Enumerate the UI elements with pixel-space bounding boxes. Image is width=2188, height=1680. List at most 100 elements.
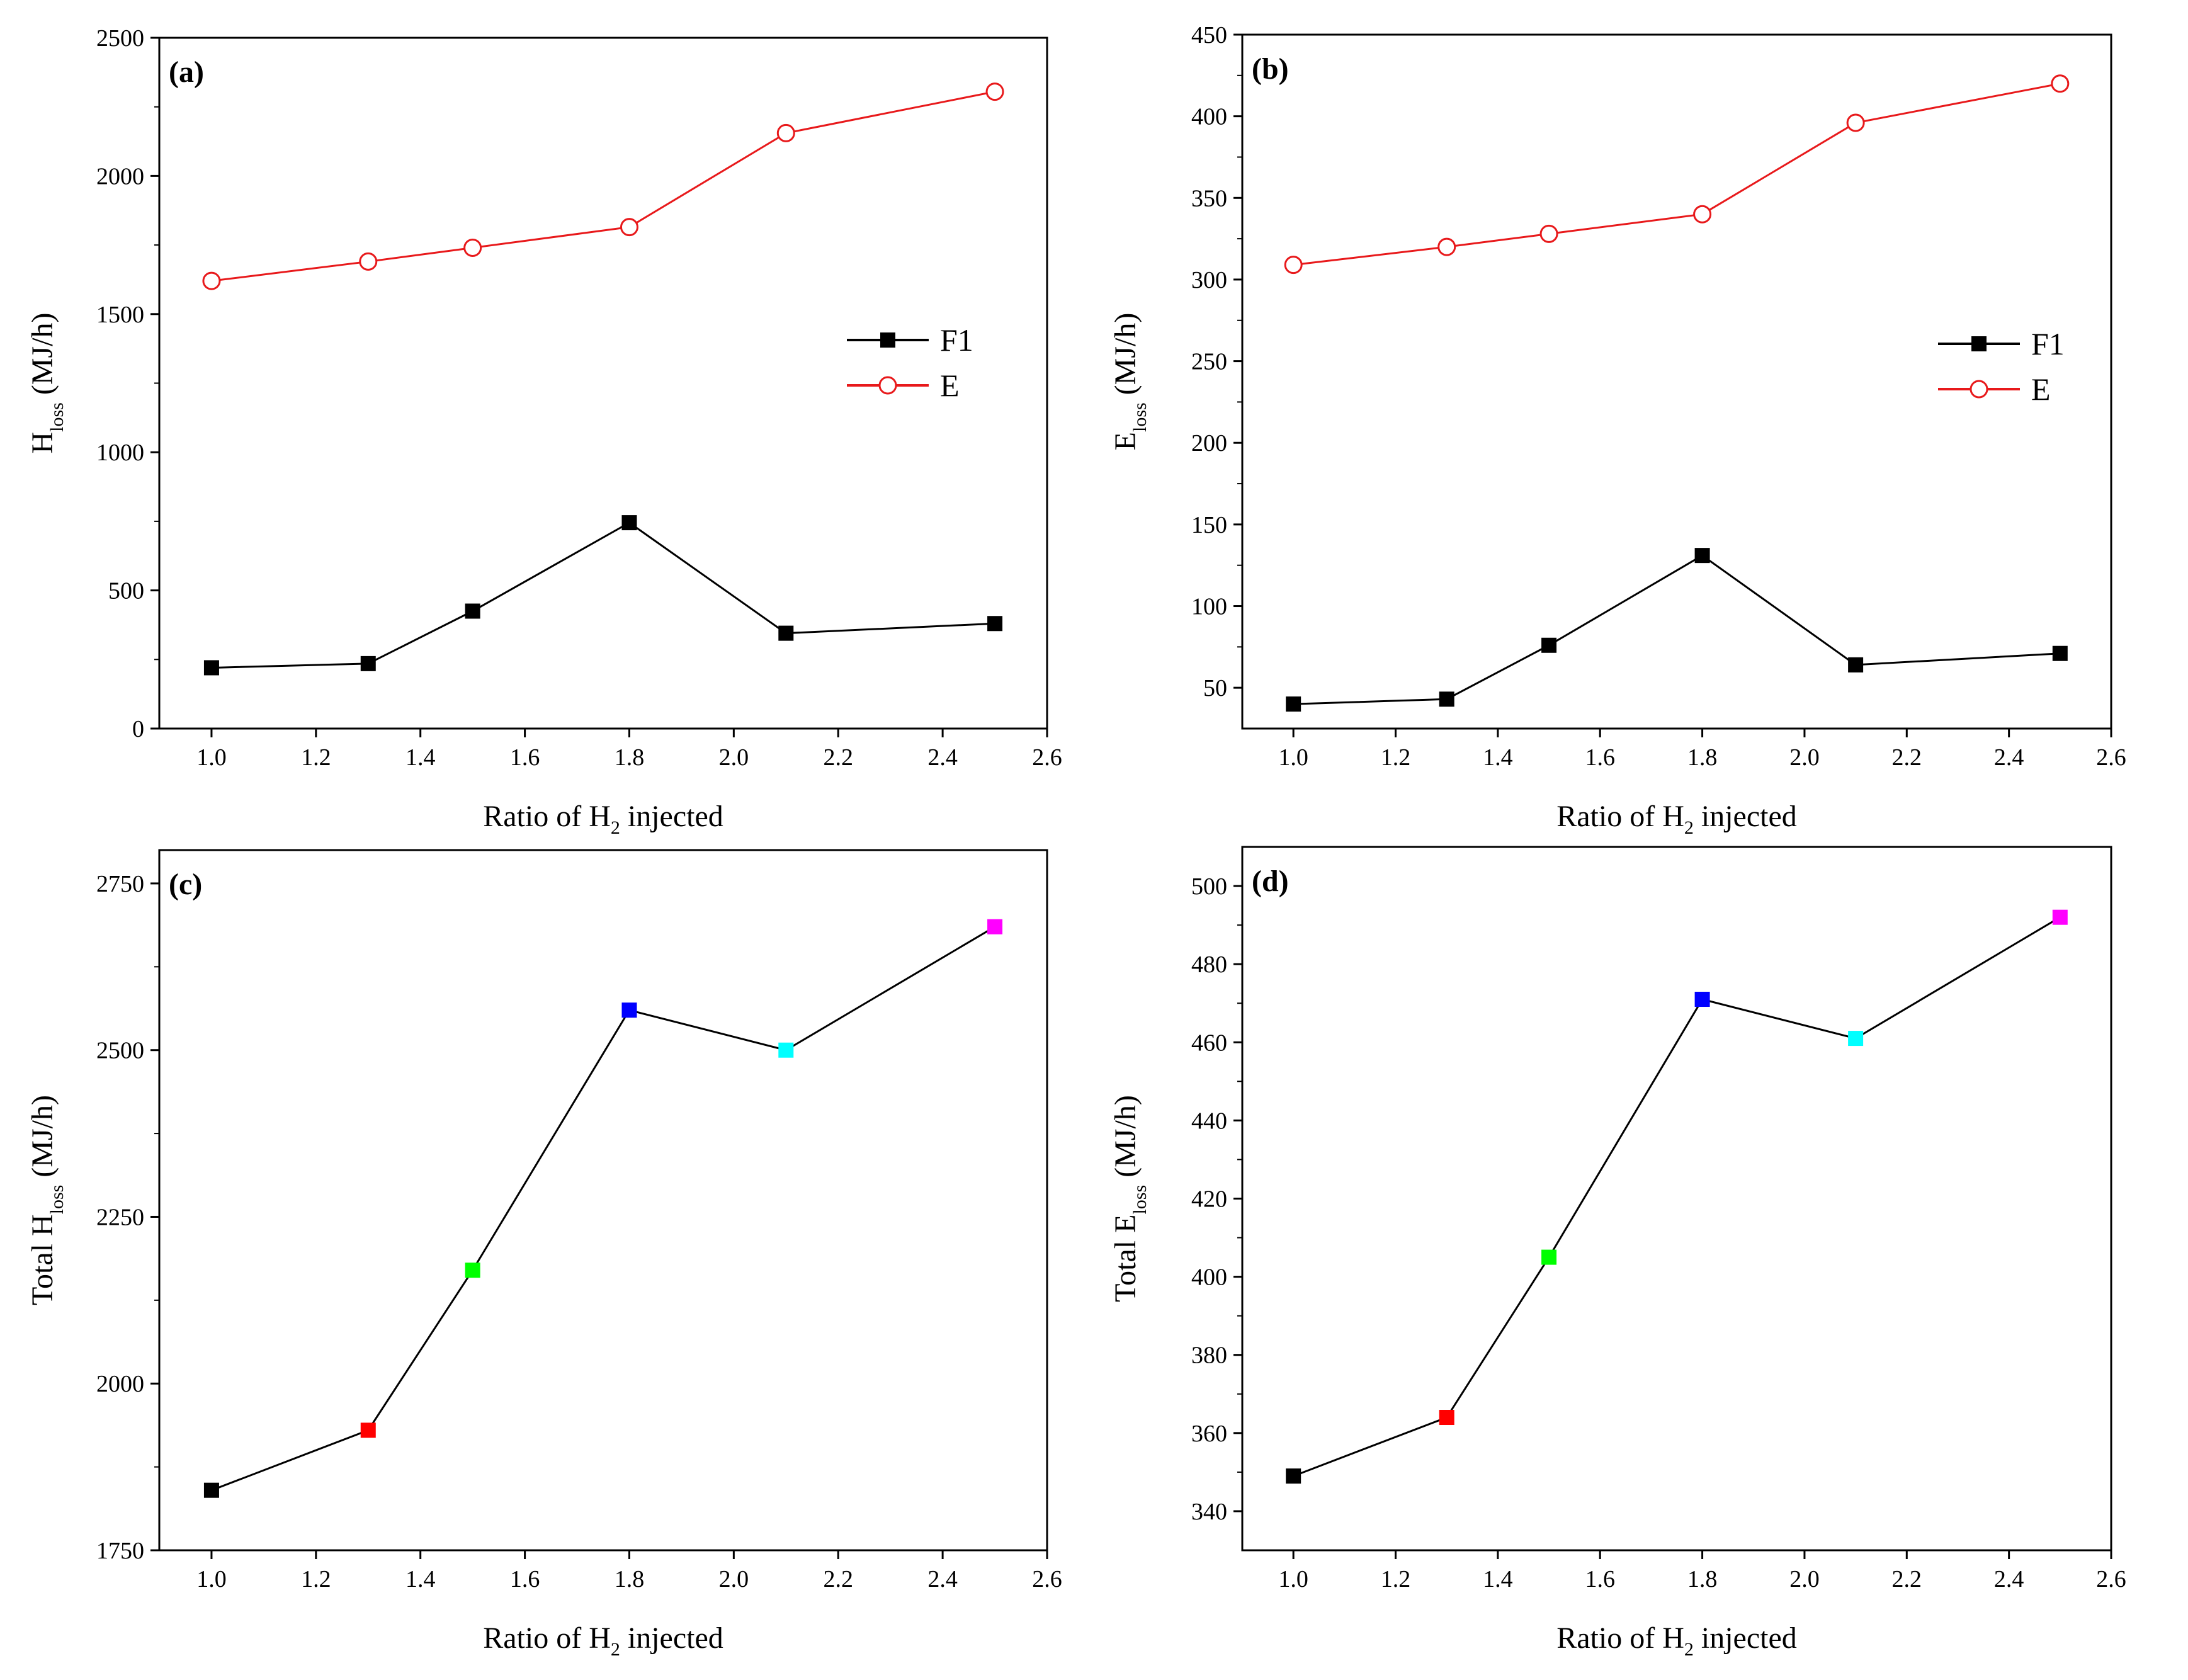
- plot-frame: [158, 849, 1048, 1552]
- legend-label: F1: [940, 322, 973, 358]
- data-point-total-eloss-3: [1694, 992, 1710, 1007]
- label-suffix: (MJ/h): [26, 312, 59, 402]
- plot-frame: [1241, 33, 2112, 730]
- data-point-f1-1: [1439, 691, 1454, 707]
- data-point-total-hloss-3: [621, 1002, 637, 1018]
- x-tick-label: 2.0: [719, 744, 749, 771]
- label-main: Ratio of H: [1556, 1621, 1684, 1655]
- x-tick-label: 1.2: [1381, 744, 1411, 771]
- data-point-f1-2: [1541, 637, 1557, 653]
- chart-panel-a: 1.0 1.2 1.4 1.6 1.8 2.0 2.2 2.4 2.6 0 500 1000 1500 2…: [26, 25, 1062, 838]
- data-point-e-5: [985, 82, 1004, 101]
- data-point-e-5: [2051, 74, 2070, 93]
- series-line-f1: [1293, 554, 2060, 705]
- x-tick-label: 1.8: [1687, 1566, 1718, 1592]
- chart-panel-c: 1.0 1.2 1.4 1.6 1.8 2.0 2.2 2.4 2.6 1750 2000 2250 2…: [26, 849, 1062, 1660]
- label-suffix: injected: [1694, 1621, 1797, 1655]
- data-point-e-2: [1539, 224, 1558, 243]
- y-tick-label: 250: [1191, 349, 1227, 375]
- label-main: Total E: [1109, 1215, 1142, 1302]
- data-point-f1-0: [203, 660, 219, 676]
- data-point-total-hloss-2: [465, 1263, 480, 1278]
- data-point-total-eloss-0: [1286, 1468, 1301, 1484]
- series-line-e: [211, 91, 995, 282]
- y-tick-label: 400: [1191, 1264, 1227, 1291]
- legend-marker: [1970, 380, 1988, 399]
- x-tick-label: 2.6: [1032, 1566, 1062, 1592]
- data-point-f1-1: [360, 656, 376, 671]
- x-tick-label: 2.6: [2096, 744, 2126, 771]
- y-tick-label: 200: [1191, 430, 1227, 457]
- label-subscript: 2: [1684, 817, 1694, 838]
- x-tick-label: 1.0: [196, 1566, 227, 1592]
- label-subscript: loss: [1130, 1185, 1150, 1215]
- y-tick-label: 2000: [96, 1371, 144, 1397]
- legend-label: F1: [2031, 326, 2065, 361]
- legend: F1 E: [847, 322, 973, 403]
- x-tick-label: 1.0: [196, 744, 227, 771]
- panel-label: (b): [1252, 52, 1289, 86]
- y-axis-title: Total Hloss (MJ/h): [26, 1095, 67, 1305]
- legend-label: E: [2031, 372, 2051, 407]
- x-tick-label: 2.2: [823, 1566, 853, 1592]
- x-tick-label: 2.2: [1892, 1566, 1922, 1592]
- series-line-f1: [211, 521, 995, 669]
- x-tick-label: 2.2: [1892, 744, 1922, 771]
- label-main: Total H: [26, 1214, 59, 1305]
- y-tick-label: 380: [1191, 1342, 1227, 1369]
- label-subscript: loss: [47, 1185, 67, 1215]
- y-tick-label: 150: [1191, 512, 1227, 538]
- x-tick-label: 2.0: [1789, 744, 1820, 771]
- label-main: E: [1109, 432, 1142, 450]
- x-tick-label: 2.2: [823, 744, 853, 771]
- x-tick-label: 1.2: [1381, 1566, 1411, 1592]
- x-tick-label: 1.4: [1483, 1566, 1513, 1592]
- chart-panel-b: 1.0 1.2 1.4 1.6 1.8 2.0 2.2 2.4 2.6 50 100 150 200 25…: [1109, 22, 2126, 838]
- label-suffix: (MJ/h): [1109, 313, 1142, 403]
- y-tick-label: 400: [1191, 104, 1227, 130]
- data-point-total-hloss-1: [360, 1422, 376, 1438]
- data-point-total-eloss-2: [1541, 1249, 1557, 1265]
- plot-frame: [158, 37, 1048, 730]
- data-point-e-1: [1437, 237, 1456, 256]
- y-tick-label: 2000: [96, 163, 144, 190]
- x-tick-label: 2.4: [927, 1566, 958, 1592]
- data-point-e-4: [1846, 113, 1865, 132]
- series-line-total-hloss: [211, 926, 995, 1492]
- series-line-total-eloss: [1293, 916, 2061, 1477]
- y-tick-label: 300: [1191, 267, 1227, 293]
- y-tick-label: 360: [1191, 1421, 1227, 1447]
- x-tick-label: 1.6: [510, 1566, 540, 1592]
- data-point-total-hloss-0: [203, 1482, 219, 1498]
- y-tick-label: 480: [1191, 951, 1227, 978]
- panel-label: (d): [1252, 865, 1289, 898]
- data-point-f1-4: [1848, 657, 1864, 673]
- y-tick-label: 350: [1191, 185, 1227, 212]
- label-subscript: loss: [47, 402, 67, 432]
- x-tick-label: 2.6: [1032, 744, 1062, 771]
- data-point-f1-0: [1286, 696, 1301, 712]
- label-main: Ratio of H: [483, 1621, 611, 1655]
- data-point-f1-5: [2052, 645, 2068, 661]
- y-tick-label: 1500: [96, 302, 144, 328]
- data-point-f1-4: [778, 625, 794, 641]
- x-axis-title: Ratio of H2 injected: [483, 1621, 723, 1660]
- data-point-e-3: [620, 218, 638, 237]
- data-point-f1-3: [1694, 548, 1710, 564]
- x-tick-label: 1.2: [301, 744, 331, 771]
- label-suffix: (MJ/h): [1109, 1095, 1142, 1185]
- legend-label: E: [940, 368, 960, 403]
- x-tick-label: 1.8: [615, 1566, 645, 1592]
- x-axis-title: Ratio of H2 injected: [483, 800, 723, 838]
- y-axis-title: Total Eloss (MJ/h): [1109, 1095, 1150, 1302]
- y-axis-title: Eloss (MJ/h): [1109, 313, 1150, 451]
- chart-panel-d: 1.0 1.2 1.4 1.6 1.8 2.0 2.2 2.4 2.6 340 360 380 400 4…: [1109, 846, 2126, 1660]
- x-tick-label: 2.0: [1789, 1566, 1820, 1592]
- label-suffix: injected: [620, 1621, 723, 1655]
- x-tick-label: 1.4: [405, 1566, 436, 1592]
- y-tick-label: 2750: [96, 871, 144, 897]
- y-tick-label: 2250: [96, 1204, 144, 1230]
- y-tick-label: 50: [1203, 675, 1227, 701]
- panel-label: (c): [169, 868, 202, 901]
